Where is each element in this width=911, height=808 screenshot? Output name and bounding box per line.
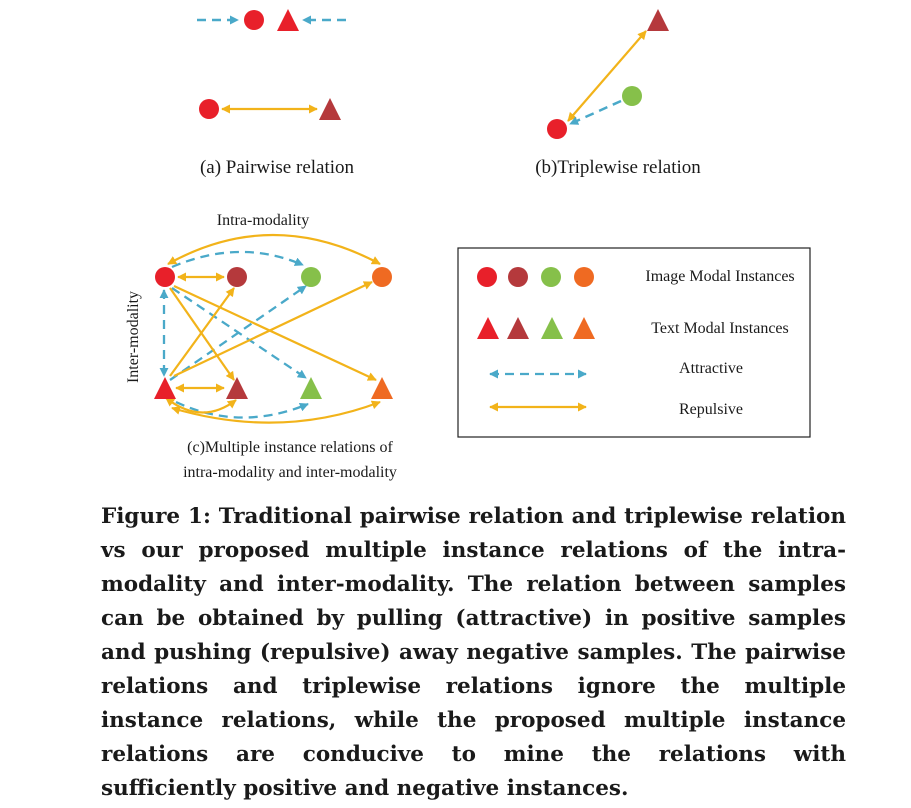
image-instance-green (622, 86, 642, 106)
attractive-arrow (171, 250, 304, 269)
legend-image-label: Image Modal Instances (645, 268, 794, 285)
image-instance-orange (372, 267, 392, 287)
image-instance-red (199, 99, 219, 119)
text-instance-dark-red (319, 98, 341, 120)
panel-a-pairwise: (a) Pairwise relation (197, 9, 355, 178)
image-instance-green (301, 267, 321, 287)
legend: Image Modal Instances Text Modal Instanc… (457, 247, 811, 438)
text-instance-dark-red (226, 377, 248, 399)
panel-b-caption: (b)Triplewise relation (535, 157, 701, 178)
legend-text-red-icon (477, 317, 499, 339)
image-instance-red (244, 10, 264, 30)
inter-modality-label: Inter-modality (125, 291, 142, 383)
image-instance-dark-red (227, 267, 247, 287)
image-instance-red (155, 267, 175, 287)
repulsive-arrow (169, 287, 235, 381)
image-instance-red (547, 119, 567, 139)
legend-image-dark-red-icon (508, 267, 528, 287)
legend-text-label: Text Modal Instances (651, 320, 789, 337)
panel-c-caption-line2: intra-modality and inter-modality (183, 464, 397, 481)
legend-text-dark-red-icon (507, 317, 529, 339)
legend-text-green-icon (541, 317, 563, 339)
text-instance-red (277, 9, 299, 31)
text-instance-red (154, 377, 176, 399)
legend-attractive-label: Attractive (679, 360, 743, 377)
text-instance-green (300, 377, 322, 399)
text-instance-orange (371, 377, 393, 399)
figure-diagram: (a) Pairwise relation (b)Triplewise rela… (125, 9, 811, 481)
repulsive-arrow (173, 281, 373, 377)
attractive-arrow (569, 99, 622, 126)
attractive-arrow (169, 285, 307, 381)
repulsive-arrow (167, 233, 381, 265)
panel-a-caption: (a) Pairwise relation (200, 157, 355, 178)
intra-modality-label: Intra-modality (217, 212, 309, 229)
repulsive-arrow (171, 400, 381, 424)
legend-image-red-icon (477, 267, 497, 287)
legend-repulsive-label: Repulsive (679, 401, 743, 418)
repulsive-arrow (567, 30, 647, 122)
panel-c-caption-line1: (c)Multiple instance relations of (187, 439, 393, 456)
legend-image-green-icon (541, 267, 561, 287)
legend-text-orange-icon (573, 317, 595, 339)
legend-image-orange-icon (574, 267, 594, 287)
panel-b-triplewise: (b)Triplewise relation (535, 9, 701, 178)
repulsive-arrow (173, 285, 377, 381)
figure-caption: Figure 1: Traditional pairwise relation … (101, 504, 846, 801)
panel-c-multiple-instance: Intra-modality Inter-modality (c)Multipl… (125, 212, 397, 481)
text-instance-dark-red (647, 9, 669, 31)
repulsive-arrow (169, 287, 235, 377)
